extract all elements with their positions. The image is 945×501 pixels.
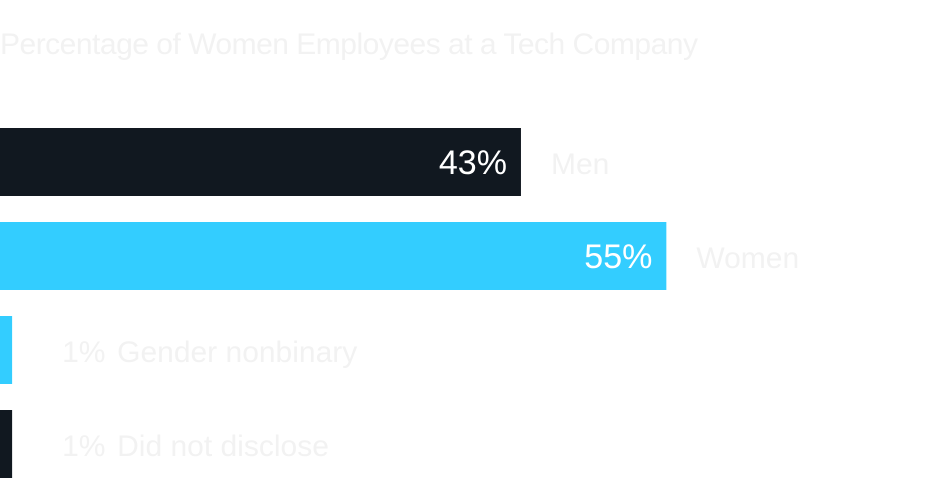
bar-gender-nonbinary	[0, 316, 13, 384]
category-label: Women	[696, 242, 799, 275]
bar-women	[0, 222, 667, 290]
bar-did-not-disclose	[0, 410, 13, 478]
value-label: 55%	[584, 238, 652, 276]
value-label: 1%	[62, 336, 105, 369]
category-label: Did not disclose	[117, 430, 329, 463]
category-label: Gender nonbinary	[117, 336, 357, 369]
category-label: Men	[551, 148, 609, 181]
chart-title: Percentage of Women Employees at a Tech …	[0, 28, 698, 61]
bar-men	[0, 128, 521, 196]
value-label: 43%	[439, 144, 507, 182]
value-label: 1%	[62, 430, 105, 463]
